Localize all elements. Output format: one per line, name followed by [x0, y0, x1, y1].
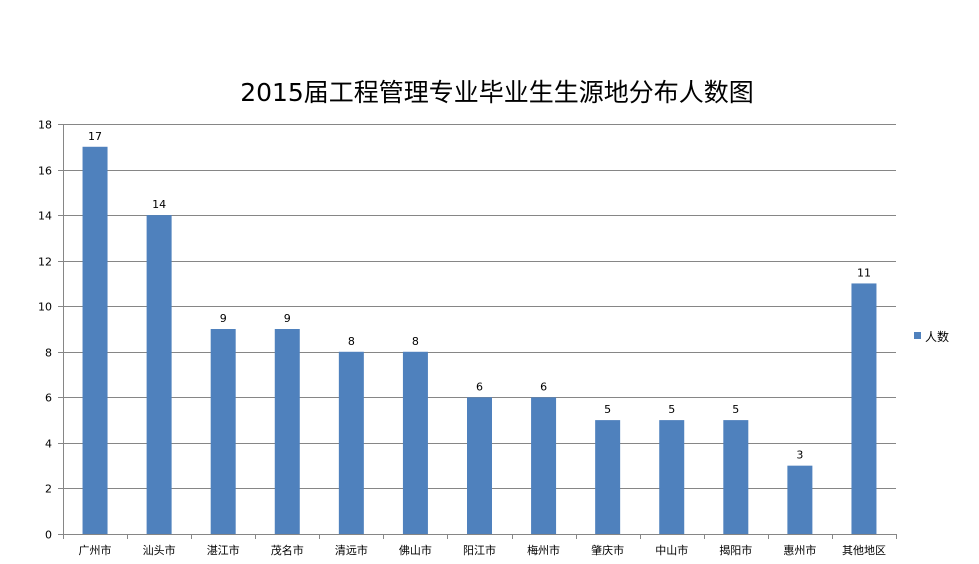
x-tick-label: 其他地区 — [842, 544, 886, 557]
y-tick-label: 4 — [45, 438, 52, 451]
bar — [531, 397, 557, 534]
bar — [146, 215, 172, 534]
x-tick-label: 揭阳市 — [719, 543, 752, 557]
data-label: 5 — [668, 403, 675, 416]
data-label: 9 — [284, 312, 291, 325]
data-label: 6 — [476, 380, 483, 393]
x-tick-label: 广州市 — [79, 543, 112, 557]
x-tick-label: 茂名市 — [271, 543, 304, 557]
x-tick-label: 肇庆市 — [591, 543, 624, 557]
y-tick-label: 14 — [38, 210, 52, 223]
y-axis: 0 2 4 6 8 10 12 14 16 18 — [38, 119, 64, 542]
data-label: 17 — [88, 130, 102, 143]
bar — [467, 397, 492, 534]
y-tick-label: 10 — [38, 301, 52, 314]
data-label: 5 — [732, 403, 739, 416]
bar — [723, 420, 749, 534]
data-label: 9 — [220, 312, 227, 325]
bar — [338, 351, 364, 534]
bar — [787, 465, 813, 534]
x-tick-label: 佛山市 — [399, 543, 432, 557]
legend: 人数 — [914, 329, 949, 344]
y-tick-label: 0 — [45, 529, 52, 542]
y-tick-label: 18 — [38, 119, 52, 132]
bar — [82, 146, 108, 534]
x-tick-label: 清远市 — [335, 543, 368, 557]
x-tick-label: 惠州市 — [783, 543, 816, 557]
x-tick-label: 汕头市 — [143, 543, 176, 557]
x-tick-label: 中山市 — [655, 543, 688, 557]
x-tick-label: 梅州市 — [527, 543, 560, 557]
data-labels: 17 14 9 9 8 8 6 6 5 5 5 3 11 — [88, 130, 871, 462]
chart-title: 2015届工程管理专业毕业生生源地分布人数图 — [240, 78, 754, 107]
legend-label: 人数 — [925, 329, 949, 344]
y-tick-label: 8 — [45, 347, 52, 360]
data-label: 3 — [796, 449, 803, 462]
y-tick-label: 16 — [38, 165, 52, 178]
data-label: 6 — [540, 380, 547, 393]
bars — [82, 146, 877, 534]
data-label: 8 — [412, 335, 419, 348]
bar — [274, 329, 300, 534]
bar — [210, 329, 236, 534]
bar — [595, 420, 621, 534]
y-tick-label: 2 — [45, 483, 52, 496]
data-label: 8 — [348, 335, 355, 348]
legend-swatch — [914, 332, 921, 339]
bar — [659, 420, 685, 534]
x-axis: 广州市 汕头市 湛江市 茂名市 清远市 佛山市 阳江市 梅州市 肇庆市 中山市 揭阳市 惠州市 其他地区 — [63, 534, 897, 557]
x-tick-label: 阳江市 — [463, 543, 496, 557]
x-tick-label: 湛江市 — [207, 543, 240, 557]
bar — [402, 351, 428, 534]
data-label: 14 — [152, 198, 166, 211]
y-tick-label: 12 — [38, 256, 52, 269]
bar — [851, 283, 877, 534]
data-label: 5 — [604, 403, 611, 416]
y-tick-label: 6 — [45, 392, 52, 405]
data-label: 11 — [857, 266, 871, 279]
